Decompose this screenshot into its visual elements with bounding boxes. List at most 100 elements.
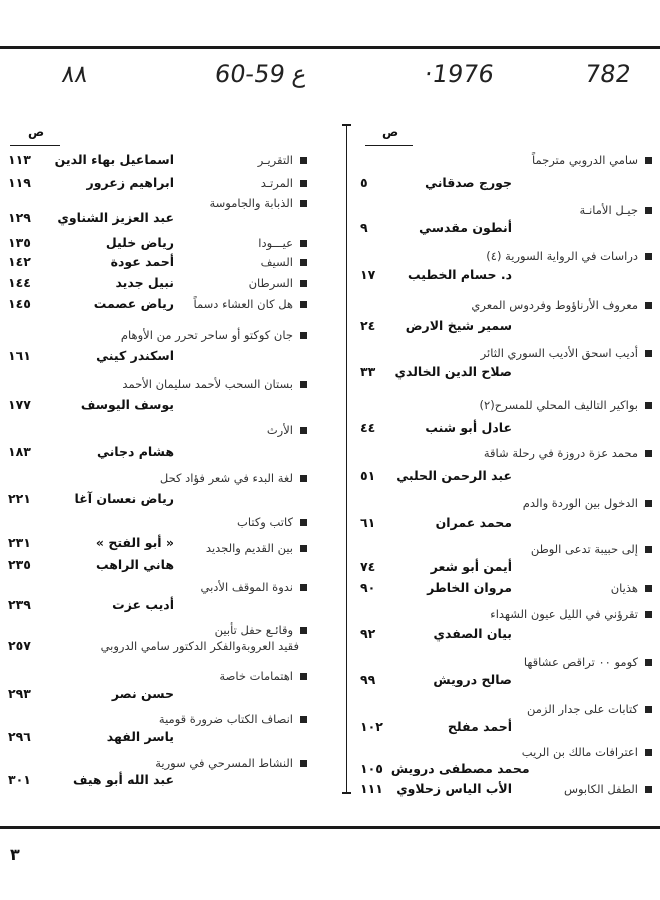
bullet-icon [645, 500, 652, 507]
right-entry-author: صلاح الدين الخالدي [394, 364, 512, 379]
right-entry-row: بواكير التاليف المحلي للمسرح(٢) [360, 398, 652, 412]
bullet-icon [645, 546, 652, 553]
left-entry-title: كاتب وكتاب [237, 515, 307, 529]
right-entry-title: محمد عزة دروزة في رحلة شاقة [484, 446, 652, 460]
right-entry-title: بواكير التاليف المحلي للمسرح(٢) [480, 398, 652, 412]
left-entry-page: ١٨٣ [8, 444, 31, 459]
left-entry-title: السرطان [182, 276, 307, 290]
left-entry-title: وقائـع حفل تأبين [215, 623, 307, 637]
title-text: الذبابة والجاموسة [209, 196, 293, 210]
left-entry-author: رياض عصمت [93, 296, 174, 311]
left-entry-row: ياسر الفهد ٢٩٦ [8, 730, 307, 744]
bullet-icon [300, 475, 307, 482]
title-text: أديب اسحق الأديب السوري الثائر [480, 346, 638, 360]
author-indent [520, 560, 652, 561]
right-entry-title: الدخول بين الوردة والدم [523, 496, 652, 510]
author-indent [182, 598, 307, 599]
right-entry-author: عادل أبو شنب [425, 420, 512, 435]
left-entry-row: لغة البدء في شعر فؤاد كحل [8, 471, 307, 485]
bullet-icon [645, 207, 652, 214]
bullet-icon [300, 519, 307, 526]
right-entry-author: سمير شيخ الارض [405, 318, 512, 333]
left-entry-title: هل كان العشاء دسماً [182, 297, 307, 311]
bullet-icon [300, 760, 307, 767]
left-entry-title: المرتـد [182, 176, 307, 190]
left-entry-title: الذبابة والجاموسة [209, 196, 307, 210]
bullet-icon [645, 786, 652, 793]
left-entry-page: ١٤٤ [8, 275, 31, 290]
bullet-icon [300, 301, 307, 308]
title-text: وقائـع حفل تأبين [214, 623, 293, 637]
left-entry-row: ندوة الموقف الأدبي [8, 580, 307, 594]
bullet-icon [300, 545, 307, 552]
left-entry-row: السرطان نبيل جديد ١٤٤ [8, 276, 307, 290]
left-entry-title: عيـــودا [182, 236, 307, 250]
author-indent [182, 211, 307, 212]
top-rule [0, 46, 660, 49]
right-entry-title: دراسات في الرواية السورية (٤) [486, 249, 652, 263]
title-text: الدخول بين الوردة والدم [522, 496, 638, 510]
right-entry-title: جيـل الأمانـة [580, 203, 652, 217]
left-entry-author: « أبو الفتح » [95, 535, 174, 550]
left-entry-author: يوسف اليوسف [80, 397, 174, 412]
bullet-icon [300, 584, 307, 591]
title-text: النشاط المسرحي في سورية [155, 756, 293, 770]
left-entry-page: ١٤٥ [8, 296, 31, 311]
title-text: كومو ٠٠ تراقص عشاقها [523, 655, 638, 669]
right-entry-author: عبد الرحمن الحلبي [396, 468, 512, 483]
title-text: جيـل الأمانـة [579, 203, 638, 217]
author-indent [182, 492, 307, 493]
left-entry-row: بين القديم والجديد [8, 541, 307, 555]
left-entry-page: ١٣٥ [8, 235, 31, 250]
left-entry-page: ٢٣٩ [8, 597, 31, 612]
title-text: سامي الدروبي مترجماً [531, 153, 638, 167]
right-entry-row: تقرؤني في الليل عيون الشهداء [360, 607, 652, 621]
left-entry-row: عيـــودا رياض خليل ١٣٥ [8, 236, 307, 250]
author-indent [538, 762, 652, 763]
handwritten-note: ٨٨ [60, 60, 90, 88]
author-indent [520, 421, 652, 422]
right-entry-author: جورج صدقاني [425, 175, 512, 190]
author-indent [182, 398, 307, 399]
divider-arrow-bottom [342, 792, 351, 794]
left-entry-row: اسكندر كيني ١٦١ [8, 349, 307, 363]
right-entry-page: ١٧ [360, 267, 376, 282]
bullet-icon [300, 180, 307, 187]
title-text: المرتـد [260, 176, 293, 190]
bullet-icon [645, 157, 652, 164]
left-entry-page: ٢٩٣ [8, 686, 31, 701]
right-entry-page: ٥١ [360, 468, 376, 483]
bullet-icon [645, 585, 652, 592]
right-entry-title: الطفل الكابوس [520, 782, 652, 796]
left-entry-row: اهتمامات خاصة [8, 669, 307, 683]
bullet-icon [645, 253, 652, 260]
right-entry-row: عادل أبو شنب ٤٤ [360, 421, 652, 435]
title-text: هذيان [610, 581, 638, 595]
right-entry-row: إلى حبيبة تدعى الوطن [360, 542, 652, 556]
title-text: دراسات في الرواية السورية (٤) [486, 249, 638, 263]
right-entry-page: ٩٢ [360, 626, 376, 641]
right-head-rule [365, 145, 413, 146]
left-entry-author: ابراهيم زعرور [86, 175, 174, 190]
left-entry-page: ٣٠١ [8, 772, 31, 787]
right-entry-row: محمد مصطفى درويش ١٠٥ [360, 762, 652, 776]
left-entry-row: وقائـع حفل تأبين [8, 623, 307, 637]
left-entry-row: حسن نصر ٢٩٣ [8, 687, 307, 701]
title-text: محمد عزة دروزة في رحلة شاقة [483, 446, 638, 460]
left-entry-page: ٢٩٦ [8, 729, 31, 744]
left-entry-row: عبد الله أبو هيف ٣٠١ [8, 773, 307, 787]
right-entry-row: أحمد مفلح ١٠٢ [360, 720, 652, 734]
page-number: ٣ [10, 845, 20, 864]
left-entry-row: التقريـر اسماعيل بهاء الدين ١١٣ [8, 153, 307, 167]
author-indent [182, 445, 307, 446]
title-text: اعترافات مالك بن الريب [521, 745, 638, 759]
author-indent [520, 268, 652, 269]
title-text: هل كان العشاء دسماً [193, 297, 294, 311]
right-entry-row: أنطون مقدسي ٩ [360, 221, 652, 235]
right-entry-row: جيـل الأمانـة [360, 203, 652, 217]
author-indent [520, 673, 652, 674]
title-text: التقريـر [257, 153, 293, 167]
divider-arrow-top [342, 124, 351, 126]
author-indent [520, 627, 652, 628]
left-entry-author: أحمد عودة [110, 254, 174, 269]
